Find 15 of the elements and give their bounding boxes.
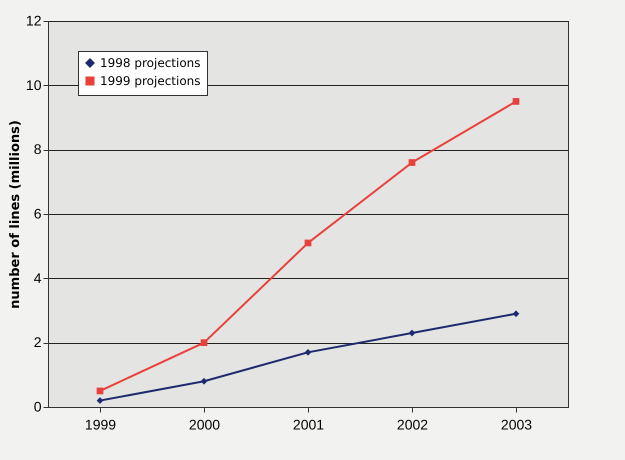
x-tick-label: 1999 (84, 416, 116, 432)
y-tick-label: 10 (26, 76, 42, 93)
x-tick-label: 2003 (500, 416, 532, 432)
x-tick-label: 2000 (188, 416, 220, 432)
x-tick-label: 2002 (396, 416, 428, 432)
y-tick-label: 8 (34, 141, 42, 158)
y-tick-label: 12 (26, 12, 42, 28)
legend-label: 1998 projections (100, 56, 201, 70)
y-tick-label: 2 (34, 334, 42, 350)
y-tick-label: 0 (34, 398, 42, 414)
y-axis-title: number of lines (millions) (8, 120, 23, 309)
y-tick-label: 6 (34, 206, 42, 222)
legend-label: 1999 projections (100, 74, 201, 88)
y-tick-label: 4 (34, 270, 42, 286)
x-tick-label: 2001 (292, 416, 324, 432)
